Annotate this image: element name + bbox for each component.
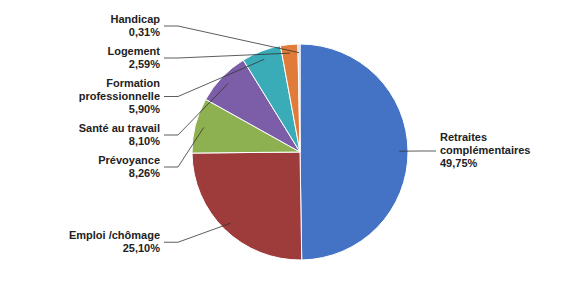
data-label: 25,10% <box>123 242 161 254</box>
pie-slice <box>280 44 300 152</box>
labels: Retraitescomplémentaires49,75% Emploi /ch… <box>69 13 531 254</box>
leader-line <box>164 59 264 96</box>
chart-container: Retraitescomplémentaires49,75% Emploi /ch… <box>0 0 576 303</box>
slice-label: Retraitescomplémentaires <box>440 131 530 156</box>
slice-label: Formationprofessionnelle <box>79 77 161 102</box>
data-label: 5,90% <box>129 103 160 115</box>
slice-label: Santé au travail <box>79 122 160 134</box>
leader-line <box>164 127 204 167</box>
pie-slice <box>192 152 302 260</box>
slice-label-line: Retraites <box>440 131 487 143</box>
slice-label-line: Handicap <box>110 13 160 25</box>
slice-label-line: complémentaires <box>440 144 530 156</box>
leader-line <box>164 53 290 58</box>
leader-lines <box>164 26 436 242</box>
data-label: 8,10% <box>129 135 160 147</box>
slice-label: Logement <box>107 45 160 57</box>
leader-line <box>164 223 231 242</box>
data-label: 2,59% <box>129 58 160 70</box>
slice-label: Emploi /chômage <box>69 229 160 241</box>
pie-chart: Retraitescomplémentaires49,75% Emploi /ch… <box>0 0 576 303</box>
data-label: 0,31% <box>129 26 160 38</box>
leader-line <box>164 26 299 53</box>
leader-line <box>399 150 436 151</box>
slice-label-line: Logement <box>107 45 160 57</box>
data-label: 8,26% <box>129 167 160 179</box>
slice-label-line: Emploi /chômage <box>69 229 160 241</box>
slice-label-line: Prévoyance <box>98 154 160 166</box>
slice-label: Handicap <box>110 13 160 25</box>
slice-label: Prévoyance <box>98 154 160 166</box>
pie-slice <box>298 44 300 152</box>
pie-slice <box>300 44 408 260</box>
slice-label-line: professionnelle <box>79 90 160 102</box>
data-label: 49,75% <box>440 157 478 169</box>
slice-label-line: Santé au travail <box>79 122 160 134</box>
slice-label-line: Formation <box>106 77 160 89</box>
leader-line <box>164 83 228 135</box>
